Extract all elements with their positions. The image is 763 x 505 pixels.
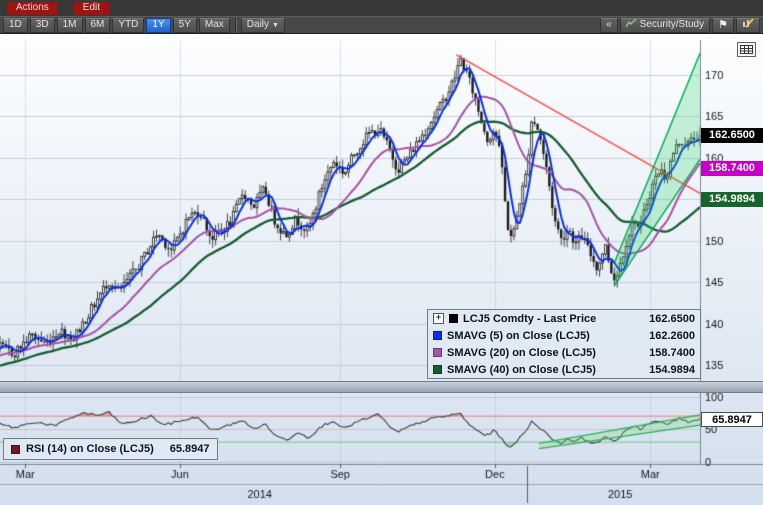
annotate-button[interactable] — [736, 17, 760, 33]
annotate-icon — [742, 18, 754, 32]
legend-row-smavg5[interactable]: SMAVG (5) on Close (LCJ5) 162.2600 — [428, 327, 700, 344]
security-study-button[interactable]: Security/Study — [619, 17, 711, 33]
range-button-5y[interactable]: 5Y — [172, 17, 197, 33]
legend-label: SMAVG (40) on Close (LCJ5) — [447, 363, 596, 376]
price-legend: + LCJ5 Comdty - Last Price 162.6500 SMAV… — [427, 309, 701, 379]
last-price-swatch — [449, 314, 458, 323]
legend-label: SMAVG (20) on Close (LCJ5) — [447, 346, 596, 359]
security-study-label: Security/Study — [639, 19, 705, 30]
rsi-legend-label: RSI (14) on Close (LCJ5) — [26, 443, 154, 455]
chart-toolbar: 1D 3D 1M 6M YTD 1Y 5Y Max Daily ▼ « Secu… — [0, 16, 763, 34]
range-button-max[interactable]: Max — [198, 17, 230, 33]
legend-value: 158.7400 — [649, 346, 695, 359]
flag-button[interactable]: ⚑ — [712, 17, 734, 33]
range-button-3d[interactable]: 3D — [29, 17, 55, 33]
legend-label: SMAVG (5) on Close (LCJ5) — [447, 329, 590, 342]
legend-row-smavg40[interactable]: SMAVG (40) on Close (LCJ5) 154.9894 — [428, 361, 700, 378]
price-chart-canvas[interactable] — [0, 34, 763, 505]
frequency-dropdown[interactable]: Daily ▼ — [240, 17, 285, 33]
caret-down-icon: ▼ — [272, 21, 279, 29]
legend-value: 154.9894 — [649, 363, 695, 376]
rsi-value-badge: 65.8947 — [701, 412, 763, 427]
legend-value: 162.2600 — [649, 329, 695, 342]
expand-icon[interactable]: + — [433, 313, 444, 324]
smavg5-swatch — [433, 331, 442, 340]
rsi-swatch — [11, 444, 20, 454]
rsi-legend-value: 65.8947 — [169, 443, 210, 455]
smavg40-swatch — [433, 365, 442, 374]
range-button-1d[interactable]: 1D — [3, 17, 28, 33]
chart-area: + LCJ5 Comdty - Last Price 162.6500 SMAV… — [0, 34, 763, 505]
rsi-legend[interactable]: RSI (14) on Close (LCJ5) 65.8947 — [3, 438, 218, 460]
range-button-ytd[interactable]: YTD — [112, 17, 145, 33]
frequency-label: Daily — [246, 19, 270, 30]
table-icon[interactable] — [737, 42, 756, 57]
menu-bar: Actions Edit — [0, 0, 763, 16]
smavg20-price-badge: 158.7400 — [701, 161, 763, 176]
range-button-1y[interactable]: 1Y — [146, 17, 171, 33]
legend-value: 162.6500 — [649, 312, 695, 325]
legend-row-last-price[interactable]: + LCJ5 Comdty - Last Price 162.6500 — [428, 310, 700, 327]
edit-menu[interactable]: Edit — [73, 1, 110, 15]
actions-menu[interactable]: Actions — [7, 1, 58, 15]
range-button-6m[interactable]: 6M — [84, 17, 111, 33]
last-price-badge: 162.6500 — [701, 128, 763, 143]
toolbar-divider — [234, 19, 236, 31]
smavg20-swatch — [433, 348, 442, 357]
flag-icon: ⚑ — [718, 18, 728, 31]
panel-splitter[interactable] — [0, 381, 763, 393]
mini-chart-icon — [625, 18, 637, 32]
collapse-button[interactable]: « — [600, 17, 618, 33]
smavg40-price-badge: 154.9894 — [701, 192, 763, 207]
range-button-1m[interactable]: 1M — [56, 17, 83, 33]
legend-row-smavg20[interactable]: SMAVG (20) on Close (LCJ5) 158.7400 — [428, 344, 700, 361]
legend-label: LCJ5 Comdty - Last Price — [463, 312, 597, 325]
